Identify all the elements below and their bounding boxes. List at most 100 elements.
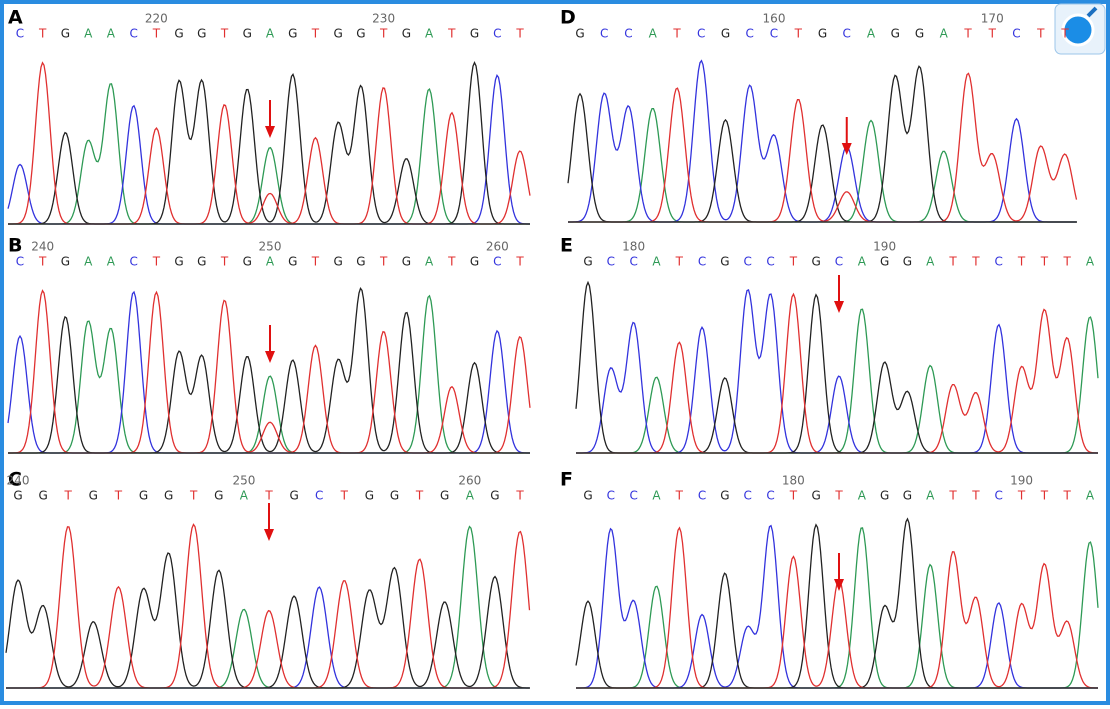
base-call: T	[971, 255, 980, 269]
base-call: G	[720, 255, 729, 269]
base-call: T	[988, 27, 997, 41]
base-call: G	[356, 255, 365, 269]
base-call: C	[129, 255, 137, 269]
base-call: C	[843, 27, 851, 41]
base-call: C	[16, 27, 24, 41]
base-call: A	[84, 27, 93, 41]
base-call: A	[858, 255, 867, 269]
base-call: T	[675, 489, 684, 503]
base-call: T	[152, 255, 161, 269]
arrow-head	[834, 579, 844, 591]
base-call: T	[114, 489, 123, 503]
base-call: A	[107, 27, 116, 41]
base-call: G	[334, 27, 343, 41]
base-call: G	[197, 255, 206, 269]
position-number: 240	[31, 240, 54, 254]
base-call: T	[152, 27, 161, 41]
base-call: C	[129, 27, 137, 41]
trace	[568, 72, 1078, 223]
base-call: G	[891, 27, 900, 41]
zoom-icon[interactable]	[1054, 3, 1106, 55]
base-call: G	[402, 27, 411, 41]
base-call: C	[995, 489, 1003, 503]
base-call: T	[1060, 27, 1069, 41]
base-call: C	[835, 255, 843, 269]
base-call: A	[266, 27, 275, 41]
base-call: G	[288, 27, 297, 41]
base-call: T	[38, 27, 47, 41]
base-call: C	[770, 27, 778, 41]
base-call: T	[515, 255, 524, 269]
base-call: T	[948, 489, 957, 503]
base-call: G	[356, 27, 365, 41]
base-call: G	[818, 27, 827, 41]
base-call: A	[240, 489, 249, 503]
base-call: G	[903, 255, 912, 269]
base-call: C	[600, 27, 608, 41]
base-call: A	[652, 255, 661, 269]
base-call: T	[1040, 489, 1049, 503]
base-call: T	[963, 27, 972, 41]
position-number: 240	[7, 474, 30, 488]
position-number: 180	[622, 240, 645, 254]
panel-label: A	[8, 7, 23, 29]
base-call: G	[470, 255, 479, 269]
arrow-head	[834, 301, 844, 313]
base-call: T	[971, 489, 980, 503]
base-call: G	[470, 27, 479, 41]
base-call: G	[289, 489, 298, 503]
base-call: T	[1063, 255, 1072, 269]
base-call: G	[38, 489, 47, 503]
base-call: A	[649, 27, 658, 41]
base-call: T	[515, 489, 524, 503]
base-call: T	[340, 489, 349, 503]
base-call: T	[789, 489, 798, 503]
panel-label: D	[560, 7, 576, 29]
base-call: T	[789, 255, 798, 269]
base-call: T	[1017, 255, 1026, 269]
base-call: G	[880, 489, 889, 503]
base-call: A	[425, 255, 434, 269]
panel-label: B	[8, 235, 22, 257]
base-call: C	[698, 255, 706, 269]
base-call: T	[1040, 255, 1049, 269]
base-call: T	[311, 27, 320, 41]
base-call: C	[746, 27, 754, 41]
arrow-head	[265, 126, 275, 138]
position-number: 160	[763, 12, 786, 26]
arrow-head	[841, 143, 852, 155]
base-call: C	[629, 255, 637, 269]
base-call: G	[164, 489, 173, 503]
trace	[6, 523, 531, 689]
base-call: G	[243, 255, 252, 269]
base-call: G	[583, 255, 592, 269]
base-call: G	[288, 255, 297, 269]
arrow-head	[264, 529, 274, 541]
base-call: T	[220, 27, 229, 41]
base-call: G	[13, 489, 22, 503]
base-call: A	[266, 255, 275, 269]
base-call: C	[315, 489, 323, 503]
base-call: T	[264, 489, 273, 503]
trace	[8, 294, 530, 454]
base-call: G	[575, 27, 584, 41]
base-call: A	[107, 255, 116, 269]
base-call: T	[515, 27, 524, 41]
base-call: T	[1063, 489, 1072, 503]
base-call: G	[174, 255, 183, 269]
base-call: A	[1086, 489, 1095, 503]
base-call: A	[940, 27, 949, 41]
base-call: C	[607, 255, 615, 269]
base-call: G	[89, 489, 98, 503]
position-number: 260	[458, 474, 481, 488]
base-call: T	[64, 489, 73, 503]
base-call: A	[926, 255, 935, 269]
base-call: G	[390, 489, 399, 503]
panel-label: E	[560, 235, 573, 257]
base-call: G	[174, 27, 183, 41]
base-call: T	[447, 27, 456, 41]
